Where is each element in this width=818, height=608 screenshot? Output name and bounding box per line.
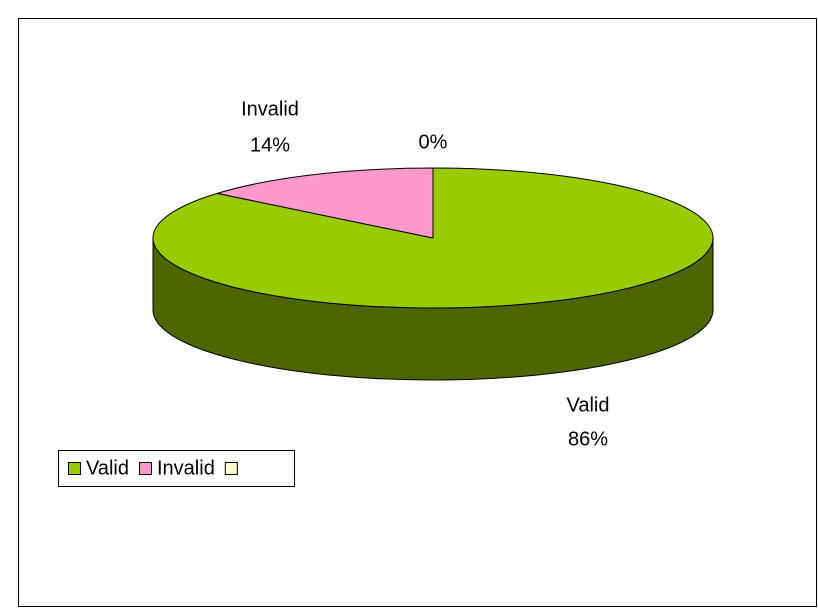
pie-slice: [217, 167, 434, 239]
legend-swatch: [224, 462, 238, 475]
legend-box: [58, 450, 295, 487]
legend-label: Invalid: [157, 457, 215, 479]
legend-swatch: [68, 462, 81, 475]
data-label-value: 14%: [250, 134, 290, 156]
data-label-name: Invalid: [241, 98, 299, 120]
pie-slice: [152, 167, 714, 309]
data-label-value: 0%: [419, 131, 448, 153]
legend-label: Valid: [86, 457, 129, 479]
data-label-name: Valid: [567, 394, 610, 416]
data-label-value: 86%: [568, 428, 608, 450]
legend-swatch: [139, 462, 152, 475]
